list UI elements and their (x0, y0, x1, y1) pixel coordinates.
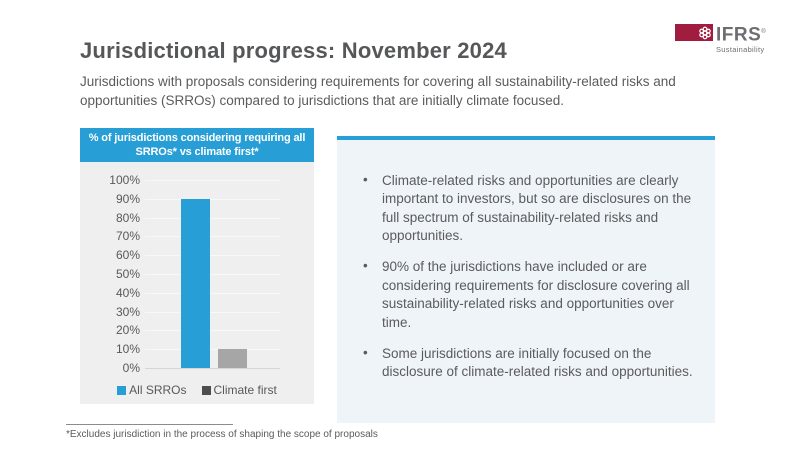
legend-swatch-icon (201, 385, 211, 395)
gridline (145, 292, 280, 294)
y-tick-label: 80% (115, 210, 140, 225)
legend-swatch-icon (117, 385, 127, 395)
ifrs-logo-mark (675, 24, 713, 41)
x-axis-line (145, 368, 280, 369)
key-points-panel: • Climate-related risks and opportunities… (337, 136, 715, 423)
hexagon-flower-icon (699, 26, 711, 40)
footnote: *Excludes jurisdiction in the process of… (66, 429, 378, 440)
chart-module: % of jurisdictions considering requiring… (80, 128, 314, 404)
bullet-icon: • (363, 344, 368, 360)
gridline (145, 198, 280, 200)
y-tick-label: 90% (115, 191, 140, 206)
page-title: Jurisdictional progress: November 2024 (80, 38, 507, 63)
y-tick-label: 50% (115, 267, 140, 281)
ifrs-logo: IFRS® Sustainability (675, 24, 766, 54)
chart-title: % of jurisdictions considering requiring… (80, 128, 314, 162)
bullet-icon: • (363, 258, 368, 274)
legend-item: All SRROs (117, 383, 187, 397)
gridline (145, 255, 280, 257)
gridline (145, 330, 280, 332)
legend-label: All SRROs (129, 383, 187, 397)
gridline (145, 274, 280, 275)
ifrs-logo-text: IFRS® Sustainability (716, 24, 766, 54)
y-tick-label: 70% (115, 229, 140, 244)
chart-legend: All SRROs Climate first (80, 383, 314, 397)
chart-body: All SRROs Climate first 0% 10% 20% 30% 40% 50%… (80, 162, 314, 404)
bar-climate-first (218, 349, 247, 368)
gridline (145, 311, 280, 313)
panel-accent-line (337, 136, 715, 140)
bullet-icon: • (363, 172, 368, 187)
y-tick-label: 100% (109, 173, 140, 187)
y-tick-label: 10% (115, 342, 140, 357)
bullet-text: Climate-related risks and opportunities … (382, 173, 692, 244)
bullet-text: 90% of the jurisdictions have included o… (382, 259, 690, 330)
footnote-divider (66, 424, 233, 425)
y-tick-label: 60% (115, 248, 140, 263)
ifrs-sustainability-label: Sustainability (716, 45, 765, 55)
chart-plot-area (145, 180, 280, 369)
y-tick-label: 20% (115, 323, 140, 338)
trademark-symbol: ® (761, 29, 767, 35)
legend-item: Climate first (201, 383, 277, 397)
bullet-item: • 90% of the jurisdictions have included … (363, 258, 702, 331)
y-tick-label: 30% (115, 304, 140, 319)
ifrs-brand-name: IFRS® (716, 24, 767, 46)
bullet-item: • Climate-related risks and opportunities… (363, 172, 702, 245)
subtitle: Jurisdictions with proposals considering… (80, 74, 676, 108)
bar-all-srros (181, 198, 210, 368)
legend-label: Climate first (213, 383, 277, 397)
bullet-item: • Some jurisdictions are initially focuse… (363, 345, 702, 382)
gridline (145, 236, 280, 238)
y-tick-label: 40% (115, 285, 140, 300)
gridline (145, 180, 280, 181)
bullet-list: • Climate-related risks and opportunities… (337, 172, 715, 382)
gridline (145, 217, 280, 219)
bullet-text: Some jurisdictions are initially focused… (382, 345, 693, 380)
ifrs-wordmark: IFRS (716, 24, 762, 46)
gridline (145, 349, 280, 351)
y-tick-label: 0% (122, 361, 140, 375)
